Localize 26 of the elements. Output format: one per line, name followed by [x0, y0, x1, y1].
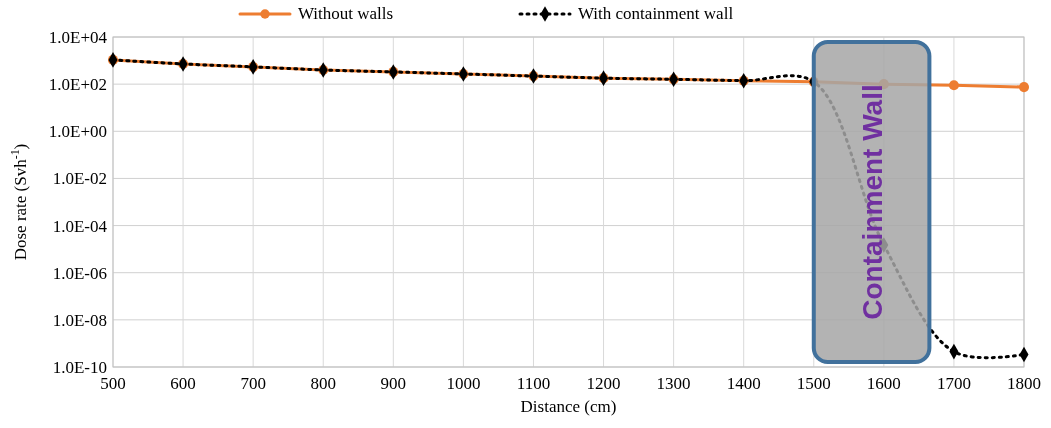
x-tick-label: 700	[240, 374, 266, 393]
y-tick-label: 1.0E+04	[48, 27, 108, 47]
x-tick-label: 900	[380, 374, 407, 393]
x-axis-title: Distance (cm)	[520, 397, 617, 416]
y-tick-label: 1.0E+00	[48, 122, 107, 142]
y-tick-label: 1.0E-10	[52, 357, 107, 377]
x-tick-label: 1300	[656, 374, 691, 393]
x-tick-label: 1500	[796, 374, 831, 393]
y-tick-label: 1.0E-04	[52, 216, 108, 236]
x-tick-label: 1000	[446, 374, 481, 393]
x-tick-label: 500	[100, 374, 126, 393]
y-tick-label: 1.0E-08	[52, 310, 107, 330]
legend-label: Without walls	[298, 4, 394, 23]
x-tick-label: 1200	[586, 374, 621, 393]
x-tick-label: 1100	[516, 374, 551, 393]
x-tick-label: 1400	[726, 374, 761, 393]
y-tick-label: 1.0E-06	[52, 263, 107, 283]
legend-label: With containment wall	[578, 4, 734, 23]
x-tick-label: 800	[310, 374, 336, 393]
y-tick-label: 1.0E+02	[48, 75, 107, 95]
x-tick-label: 600	[170, 374, 196, 393]
x-tick-label: 1800	[1007, 374, 1041, 393]
band-label: Containment Wall	[856, 84, 888, 320]
x-tick-label: 1600	[866, 374, 901, 393]
y-tick-label: 1.0E-02	[52, 169, 107, 189]
x-tick-label: 1700	[936, 374, 971, 393]
